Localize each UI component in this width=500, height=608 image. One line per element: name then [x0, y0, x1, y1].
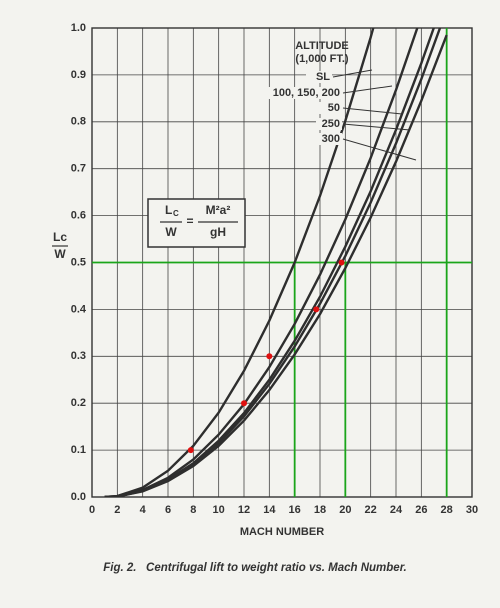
y-tick-label: 0.3 — [71, 350, 86, 362]
curve — [104, 28, 375, 497]
highlight-point — [187, 447, 194, 454]
legend: ALTITUDE(1,000 FT.) SL 100, 150, 200 50 250 3… — [252, 40, 417, 161]
x-tick-label: 12 — [238, 504, 250, 516]
x-tick-label: 30 — [466, 504, 478, 516]
formula-eq: = — [186, 214, 193, 228]
leader-line — [332, 69, 373, 78]
y-tick-label: 0.1 — [71, 444, 86, 456]
x-tick-label: 10 — [213, 504, 225, 516]
legend-bg — [252, 87, 342, 99]
x-tick-label: 28 — [441, 504, 453, 516]
formula-lhs-num: L — [165, 203, 172, 217]
y-tick-label: 0.4 — [71, 303, 87, 315]
legend-title: (1,000 FT.) — [295, 53, 349, 65]
y-tick-label: 0.0 — [71, 491, 86, 503]
x-tick-label: 26 — [415, 504, 427, 516]
y-tick-label: 0.5 — [71, 256, 86, 268]
curve — [104, 28, 442, 497]
x-tick-label: 8 — [190, 504, 196, 516]
y-label-den: W — [54, 247, 66, 261]
formula-rhs-den: gH — [210, 225, 226, 239]
legend-label: 250 — [322, 118, 340, 130]
legend-bg — [316, 118, 342, 130]
x-tick-label: 2 — [114, 504, 120, 516]
x-tick-label: 14 — [263, 504, 276, 516]
caption: Fig. 2. Centrifugal lift to weight ratio… — [103, 562, 407, 574]
curves — [104, 28, 448, 497]
x-tick-label: 22 — [365, 504, 377, 516]
highlight-point — [313, 306, 320, 313]
y-tick-label: 0.6 — [71, 210, 86, 222]
leader-line — [342, 85, 393, 94]
x-tick-label: 18 — [314, 504, 326, 516]
highlight-point — [338, 259, 345, 266]
y-tick-label: 0.9 — [71, 69, 86, 81]
legend-title: ALTITUDE — [295, 40, 349, 52]
x-tick-label: 24 — [390, 504, 403, 516]
y-label-num: Lc — [53, 230, 67, 244]
x-tick-label: 0 — [89, 504, 95, 516]
highlight-point — [266, 353, 273, 360]
curve — [104, 34, 448, 497]
formula-rhs-num: M²a² — [206, 203, 231, 217]
leader-line — [342, 107, 403, 115]
x-tick-label: 4 — [140, 504, 147, 516]
legend-label: 100, 150, 200 — [273, 87, 340, 99]
legend-bg — [306, 71, 332, 83]
x-tick-label: 20 — [339, 504, 351, 516]
x-label: MACH NUMBER — [240, 526, 324, 538]
formula-box — [147, 198, 246, 248]
formula-lhs-sub: C — [173, 209, 179, 218]
y-tick-label: 0.8 — [71, 116, 86, 128]
x-tick-label: 6 — [165, 504, 171, 516]
y-tick-label: 1.0 — [71, 22, 86, 34]
y-tick-label: 0.2 — [71, 397, 86, 409]
legend-bg — [316, 133, 342, 145]
legend-label: 300 — [322, 133, 340, 145]
legend-label: 50 — [328, 102, 340, 114]
legend-bg — [316, 102, 342, 114]
x-tick-label: 16 — [289, 504, 301, 516]
leader-line — [342, 123, 411, 131]
leader-line — [342, 138, 417, 161]
y-tick-label: 0.7 — [71, 163, 86, 175]
highlight-point — [241, 400, 247, 407]
legend-label: SL — [316, 71, 330, 83]
formula-lhs-den: W — [165, 225, 177, 239]
